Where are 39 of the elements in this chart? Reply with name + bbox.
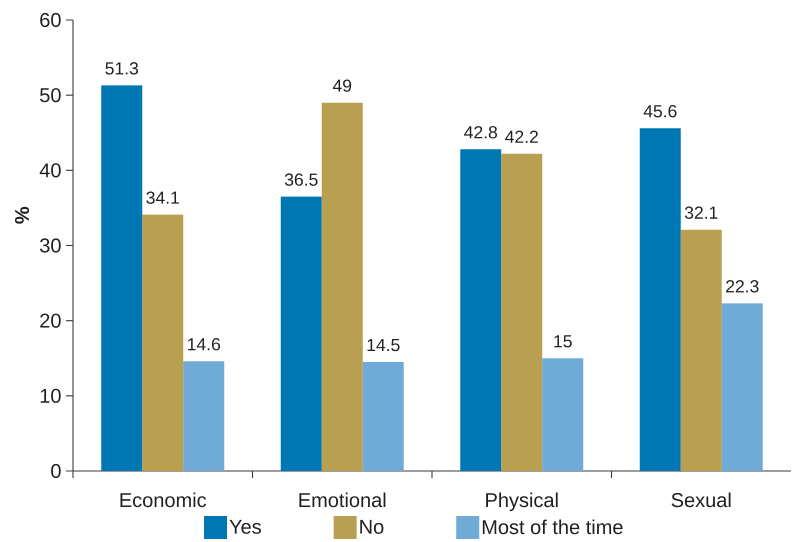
y-axis-title: % <box>14 206 30 224</box>
legend-label: No <box>360 520 384 534</box>
data-label: 32.1 <box>684 206 718 219</box>
data-label: 34.1 <box>146 191 179 204</box>
y-tick-label: 50 <box>40 88 61 102</box>
bar <box>640 128 681 471</box>
bar <box>680 230 722 471</box>
legend-label: Most of the time <box>482 520 623 534</box>
x-tick-label: Emotional <box>299 492 386 508</box>
x-tick-label: Economic <box>120 492 206 508</box>
y-tick-label: 30 <box>40 238 61 253</box>
x-tick-label: Physical <box>486 492 558 512</box>
data-label: 51.3 <box>105 62 138 75</box>
bar <box>362 362 404 471</box>
data-label: 22.3 <box>726 280 759 293</box>
data-label: 42.8 <box>464 126 498 138</box>
y-tick-label: 20 <box>40 314 61 328</box>
bar <box>183 361 224 471</box>
y-tick-label: 60 <box>40 12 61 28</box>
data-label: 15 <box>554 335 572 348</box>
data-label: 45.6 <box>644 105 677 118</box>
bar <box>542 358 584 471</box>
x-tick-label: Sexual <box>672 492 730 508</box>
y-tick-label: 10 <box>40 388 61 403</box>
bar <box>722 303 763 471</box>
bar <box>142 214 184 471</box>
bar <box>501 154 542 471</box>
data-label: 42.2 <box>505 130 538 143</box>
data-label: 49 <box>332 79 352 92</box>
bar <box>101 85 142 471</box>
data-label: 36.5 <box>284 173 318 186</box>
bar <box>280 196 322 471</box>
legend-label: Yes <box>229 520 261 534</box>
data-label: 14.5 <box>368 338 400 352</box>
bar <box>460 149 502 471</box>
data-label: 14.6 <box>188 338 220 350</box>
bar <box>322 102 363 471</box>
y-tick-label: 0 <box>51 464 61 478</box>
y-tick-label: 40 <box>40 163 61 178</box>
